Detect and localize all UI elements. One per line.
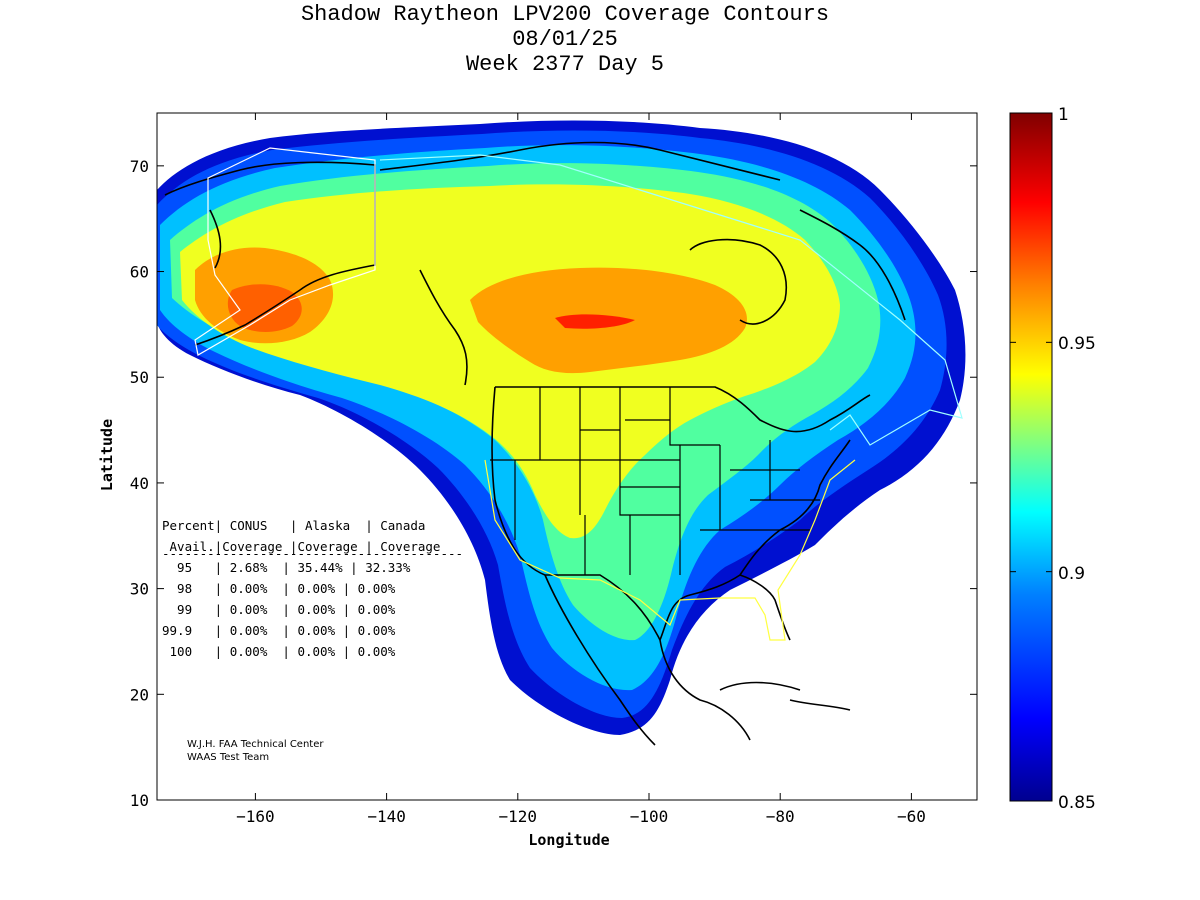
credit-line-2: WAAS Test Team [187, 752, 269, 763]
y-tick-label: 60 [130, 263, 149, 282]
y-tick-label: 50 [130, 368, 149, 387]
table-header-2: Avail.|Coverage |Coverage | Coverage [162, 539, 440, 554]
table-row: 98 | 0.00% | 0.00% | 0.00% [162, 581, 396, 596]
y-tick-label: 30 [130, 580, 149, 599]
y-tick-label: 20 [130, 685, 149, 704]
coastlines [164, 141, 906, 746]
contour-099-canada [555, 314, 635, 329]
x-tick-label: −160 [236, 807, 275, 826]
florida-coast [739, 574, 791, 641]
contour-094 [180, 184, 840, 539]
axis-ticks [157, 113, 977, 801]
table-row: 95 | 2.68% | 35.44% | 32.33% [162, 560, 411, 575]
mexico-coast [544, 574, 751, 746]
x-axis-label: Longitude [528, 831, 609, 849]
y-tick-label: 40 [130, 474, 149, 493]
x-tick-label: −100 [630, 807, 669, 826]
region-outlines [194, 147, 963, 641]
table-row: 99 | 0.00% | 0.00% | 0.00% [162, 602, 396, 617]
table-separator: ---------------------------------------- [162, 546, 463, 561]
title-line-1: Shadow Raytheon LPV200 Coverage Contours [300, 2, 830, 27]
x-tick-label: −120 [499, 807, 538, 826]
coverage-table: Percent| CONUS | Alaska | Canada Avail.|… [162, 518, 463, 659]
colorbar-ticks [1010, 112, 1052, 802]
y-tick-label: 70 [130, 157, 149, 176]
alaska-service-outline [194, 147, 376, 356]
contour-098-alaska [227, 284, 302, 332]
plot-frame [156, 112, 978, 801]
conus-service-outline [484, 459, 856, 641]
conus-border [491, 386, 871, 641]
x-tick-label: −80 [766, 807, 795, 826]
colorbar [1009, 112, 1053, 802]
table-row: 99.9 | 0.00% | 0.00% | 0.00% [162, 623, 396, 638]
x-tick-label: −140 [367, 807, 406, 826]
y-axis-label: Latitude [98, 419, 116, 491]
canada-service-outline [379, 154, 963, 446]
alaska-coast [164, 161, 468, 386]
colorbar-label-085: 0.85 [1058, 793, 1096, 813]
axis-tick-labels: −160 −140 −120 −100 −80 −60 10 20 30 40 50 60 70 [130, 157, 926, 826]
x-tick-label: −60 [897, 807, 926, 826]
colorbar-label-1: 1 [1058, 105, 1069, 125]
colorbar-label-095: 0.95 [1058, 334, 1096, 354]
caribbean-islands [719, 681, 851, 711]
coverage-contours [157, 120, 966, 735]
title-line-3: Week 2377 Day 5 [465, 52, 665, 77]
state-borders [490, 387, 820, 575]
table-row: 100 | 0.00% | 0.00% | 0.00% [162, 644, 396, 659]
title-line-2: 08/01/25 [512, 27, 618, 52]
colorbar-label-090: 0.9 [1058, 564, 1085, 584]
table-header-1: Percent| CONUS | Alaska | Canada [162, 518, 425, 533]
credit-line-1: W.J.H. FAA Technical Center [187, 739, 324, 750]
canada-north-coast [379, 141, 906, 325]
y-tick-label: 10 [130, 791, 149, 810]
